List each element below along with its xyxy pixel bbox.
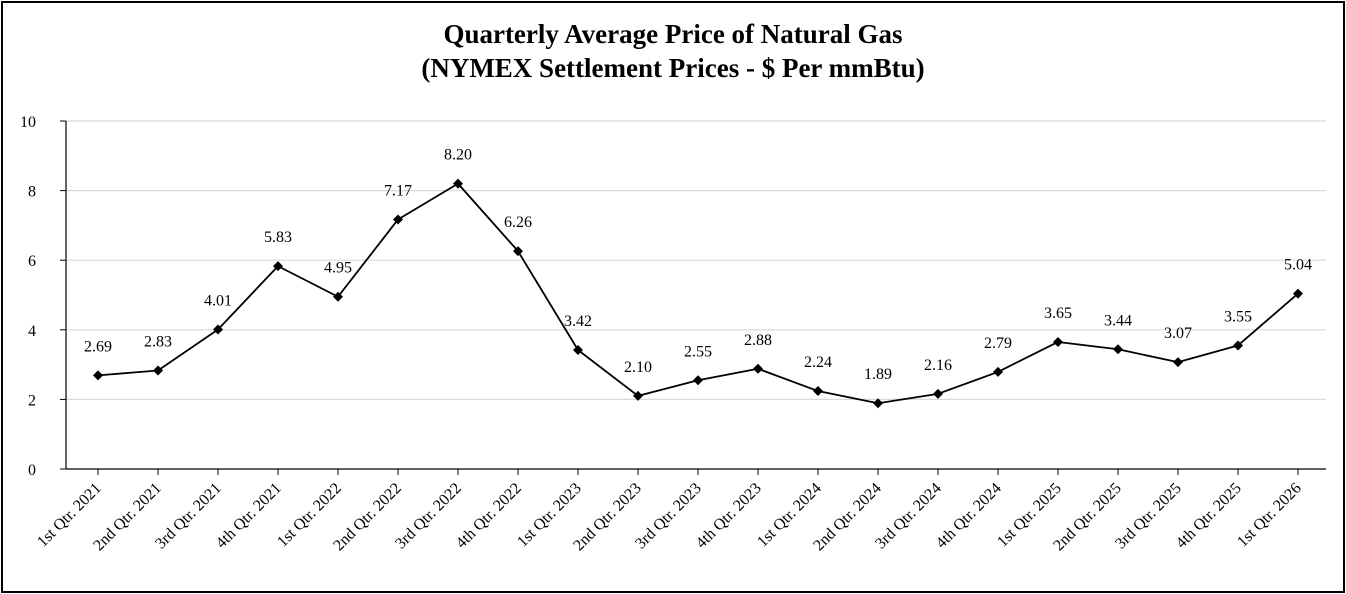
data-point-marker — [93, 370, 103, 381]
data-point-marker — [1113, 344, 1123, 355]
data-point-marker — [513, 246, 523, 257]
data-label: 2.69 — [84, 338, 112, 355]
y-tick-label: 0 — [28, 462, 36, 479]
axes — [65, 121, 1326, 470]
data-point-marker — [933, 388, 943, 399]
data-label: 3.42 — [564, 313, 592, 330]
data-label: 2.10 — [624, 359, 652, 376]
data-label: 5.83 — [264, 229, 292, 246]
data-point-marker — [753, 363, 763, 374]
data-point-marker — [1173, 357, 1183, 368]
data-point-marker — [1053, 336, 1063, 347]
price-line — [97, 182, 1299, 405]
data-label: 6.26 — [504, 214, 532, 231]
chart-title-line-1: Quarterly Average Price of Natural Gas — [443, 19, 903, 49]
data-point-marker — [813, 386, 823, 397]
gridlines — [66, 120, 1326, 400]
data-label: 4.95 — [324, 260, 352, 277]
data-label: 1.89 — [864, 366, 892, 383]
y-tick-label: 8 — [28, 184, 36, 201]
data-label: 3.55 — [1224, 308, 1252, 325]
data-label: 3.65 — [1044, 305, 1072, 322]
series-line — [97, 182, 1299, 405]
chart-title: Quarterly Average Price of Natural Gas (… — [3, 17, 1343, 85]
data-points — [93, 178, 1303, 409]
y-tick-label: 4 — [28, 323, 36, 340]
data-point-marker — [273, 261, 283, 272]
data-point-marker — [873, 398, 883, 409]
chart-title-line-2: (NYMEX Settlement Prices - $ Per mmBtu) — [421, 53, 925, 83]
x-tick-label: 1st Qtr. 2026 — [1234, 480, 1305, 551]
data-label: 8.20 — [444, 147, 472, 164]
data-point-marker — [453, 178, 463, 189]
data-label: 3.07 — [1164, 325, 1192, 342]
data-label: 2.79 — [984, 335, 1012, 352]
data-point-marker — [993, 366, 1003, 377]
data-label: 2.55 — [684, 343, 712, 360]
y-tick-label: 2 — [28, 392, 36, 409]
data-label: 2.88 — [744, 332, 772, 349]
data-label: 3.44 — [1104, 312, 1132, 329]
data-label: 2.24 — [804, 354, 832, 371]
data-point-marker — [1293, 288, 1303, 299]
data-point-marker — [1233, 340, 1243, 351]
data-point-marker — [693, 375, 703, 386]
data-label: 2.16 — [924, 357, 952, 374]
data-label: 5.04 — [1284, 257, 1312, 274]
data-labels: 2.69 2.83 4.01 5.83 4.95 7.17 8.20 6.26 3.42 2.10… — [84, 147, 1312, 384]
data-point-marker — [213, 324, 223, 335]
y-tick-label: 10 — [20, 114, 36, 131]
data-point-marker — [393, 214, 403, 225]
y-axis-ticks: 0 2 4 6 8 10 — [20, 114, 66, 479]
data-label: 4.01 — [204, 292, 232, 309]
data-point-marker — [573, 344, 583, 355]
data-point-marker — [333, 291, 343, 302]
data-label: 7.17 — [384, 182, 412, 199]
data-point-marker — [633, 390, 643, 401]
y-tick-label: 6 — [28, 253, 36, 270]
data-label: 2.83 — [144, 334, 172, 351]
data-point-marker — [153, 365, 163, 376]
